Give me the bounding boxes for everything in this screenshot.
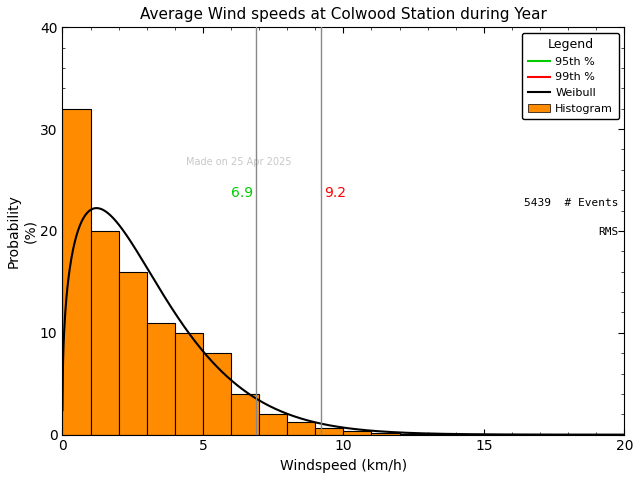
Bar [287, 422, 316, 434]
Text: 6.9: 6.9 [231, 186, 253, 201]
Bar [90, 231, 118, 434]
Y-axis label: Probability
(%): Probability (%) [7, 194, 37, 268]
Bar [175, 333, 203, 434]
X-axis label: Windspeed (km/h): Windspeed (km/h) [280, 459, 407, 473]
Bar [343, 431, 371, 434]
Text: RMS: RMS [598, 227, 619, 237]
Text: 9.2: 9.2 [324, 186, 346, 201]
Bar [371, 432, 399, 434]
Bar [231, 394, 259, 434]
Bar [203, 353, 231, 434]
Bar [259, 414, 287, 434]
Bar [63, 109, 90, 434]
Legend: 95th %, 99th %, Weibull, Histogram: 95th %, 99th %, Weibull, Histogram [522, 33, 619, 119]
Bar [399, 433, 428, 434]
Bar [118, 272, 147, 434]
Bar [147, 323, 175, 434]
Text: Made on 25 Apr 2025: Made on 25 Apr 2025 [186, 156, 292, 167]
Title: Average Wind speeds at Colwood Station during Year: Average Wind speeds at Colwood Station d… [140, 7, 547, 22]
Bar [316, 428, 343, 434]
Text: 5439  # Events: 5439 # Events [524, 198, 619, 208]
